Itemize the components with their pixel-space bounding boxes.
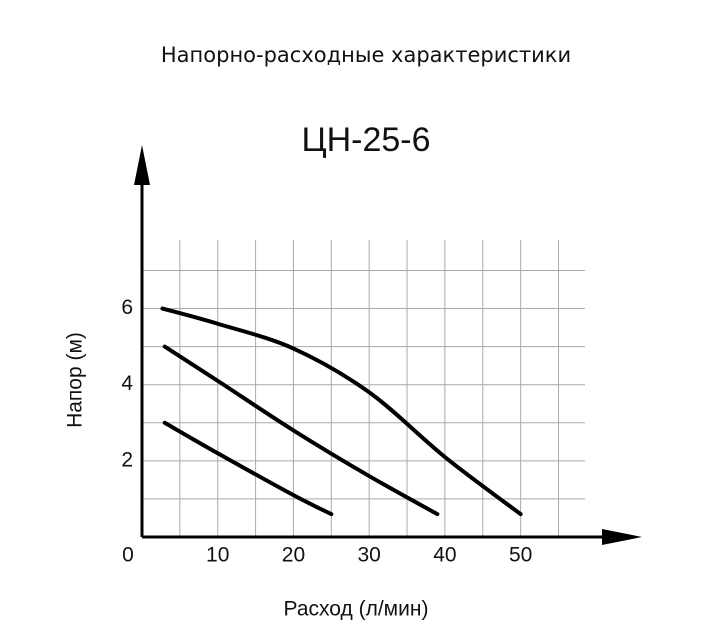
y-axis-label: Напор (м) — [64, 332, 87, 428]
curve — [162, 344, 440, 517]
x-tick-label: 50 — [509, 544, 532, 567]
chart-title: Напорно-расходные характеристики — [161, 43, 571, 67]
grid — [141, 240, 585, 537]
x-tick-label: 10 — [206, 544, 229, 567]
y-tick-label: 2 — [121, 448, 133, 471]
y-tick-label: 4 — [121, 372, 133, 395]
y-axis-arrow — [134, 145, 150, 185]
chart-subtitle: ЦН-25-6 — [301, 121, 430, 159]
curve — [160, 306, 523, 517]
x-axis-label: Расход (л/мин) — [284, 598, 429, 621]
y-tick-label: 6 — [121, 296, 133, 319]
x-tick-label: 20 — [282, 544, 305, 567]
x-axis-arrow — [602, 529, 642, 545]
plot — [160, 306, 523, 517]
curve — [162, 420, 334, 517]
x-tick-label: 40 — [433, 544, 456, 567]
x-tick-label: 30 — [357, 544, 380, 567]
x-tick-label: 0 — [122, 544, 134, 567]
